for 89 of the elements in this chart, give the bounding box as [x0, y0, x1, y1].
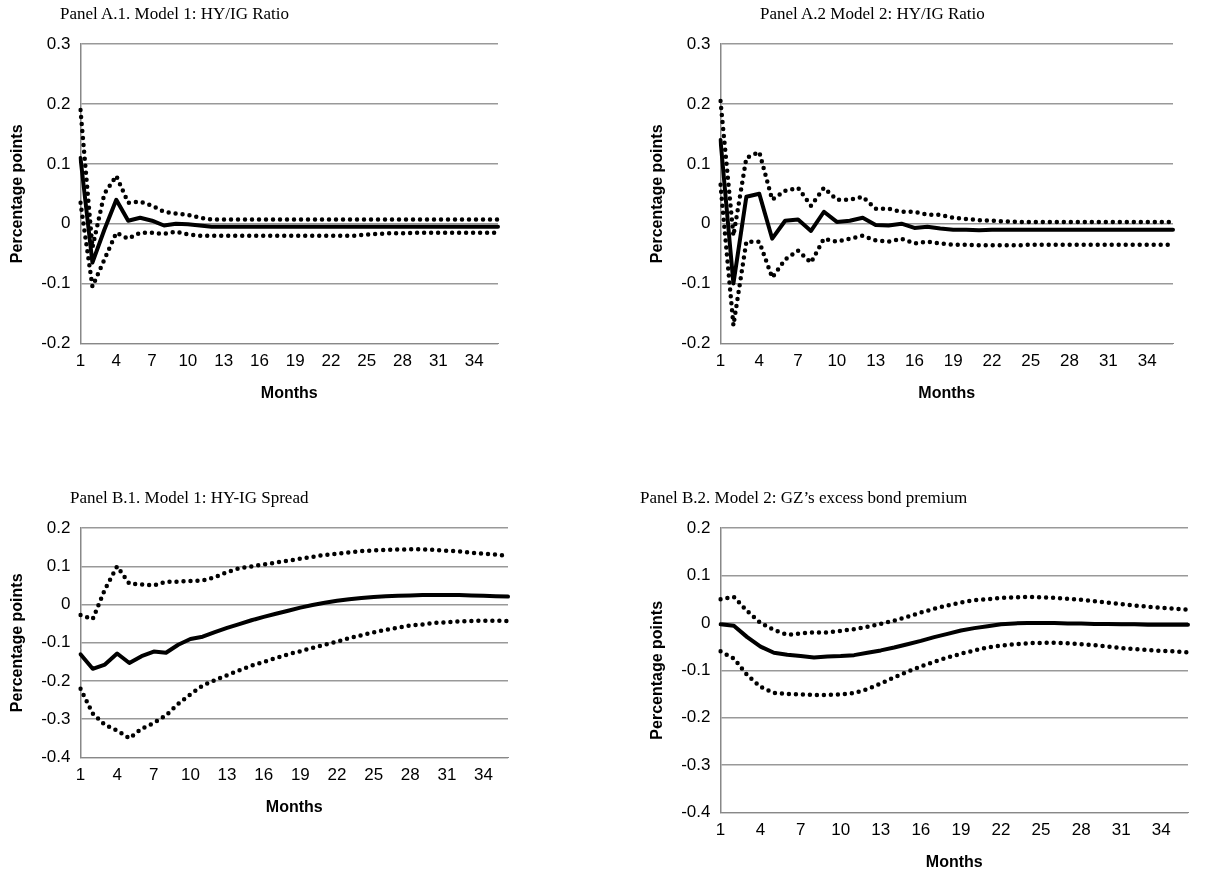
y-tick-label: 0: [61, 213, 71, 233]
y-tick-label: 0.2: [686, 93, 711, 113]
x-tick-label: 19: [951, 820, 971, 840]
y-tick-label: -0.2: [41, 670, 71, 690]
y-tick-label: 0: [701, 612, 711, 632]
y-tick-label: 0.3: [46, 33, 71, 53]
y-axis-title: Percentage points: [648, 124, 666, 264]
x-tick-label: 28: [400, 765, 420, 785]
y-tick-label: -0.2: [681, 333, 711, 353]
x-tick-label: 25: [1031, 820, 1051, 840]
x-tick-label: 19: [943, 351, 963, 371]
x-tick-label: 28: [393, 351, 413, 371]
x-tick-label: 4: [754, 351, 765, 371]
x-tick-label: 7: [793, 351, 803, 371]
y-tick-label: 0.3: [686, 33, 711, 53]
x-axis-title: Months: [265, 797, 323, 815]
y-tick-label: 0.1: [46, 556, 71, 576]
y-axis-title: Percentage points: [648, 600, 666, 740]
y-tick-label: 0.1: [686, 153, 711, 173]
x-tick-label: 25: [364, 765, 384, 785]
x-tick-label: 1: [715, 351, 726, 371]
x-tick-label: 13: [871, 820, 891, 840]
x-tick-label: 28: [1071, 820, 1091, 840]
chart-title: Panel A.1. Model 1: HY/IG Ratio: [59, 4, 290, 24]
x-tick-label: 16: [249, 351, 269, 371]
y-tick-label: -0.3: [41, 708, 71, 728]
x-tick-label: 4: [112, 765, 122, 785]
x-tick-label: 7: [149, 765, 159, 785]
y-tick-label: 0: [61, 594, 71, 614]
y-tick-label: 0.2: [46, 93, 71, 113]
y-tick-label: -0.4: [681, 802, 711, 822]
line-series: [718, 594, 1191, 638]
x-tick-label: 31: [437, 765, 457, 785]
chart-title: Panel B.1. Model 1: HY-IG Spread: [69, 488, 310, 508]
x-tick-label: 10: [178, 351, 198, 371]
x-tick-label: 13: [214, 351, 234, 371]
x-tick-label: 22: [982, 351, 1002, 371]
x-tick-label: 28: [1060, 351, 1080, 371]
y-tick-label: -0.1: [41, 273, 71, 293]
y-tick-label: -0.2: [681, 707, 711, 727]
chart-title: Panel B.2. Model 2: GZ’s excess bond premium: [640, 488, 969, 508]
x-axis-title: Months: [925, 852, 983, 870]
x-tick-label: 10: [180, 765, 200, 785]
y-axis-title: Percentage points: [8, 124, 26, 264]
x-tick-label: 7: [147, 351, 157, 371]
x-tick-label: 22: [321, 351, 341, 371]
x-tick-label: 10: [831, 820, 851, 840]
line-series: [718, 640, 1191, 698]
x-tick-label: 22: [327, 765, 347, 785]
x-tick-label: 4: [755, 820, 766, 840]
x-tick-label: 16: [904, 351, 924, 371]
x-tick-label: 4: [111, 351, 122, 371]
x-tick-label: 13: [217, 765, 237, 785]
y-tick-label: 0.1: [46, 153, 71, 173]
x-axis-title: Months: [918, 383, 976, 401]
y-tick-label: -0.1: [41, 632, 71, 652]
x-tick-label: 34: [464, 351, 484, 371]
y-tick-label: 0: [701, 213, 711, 233]
x-tick-label: 25: [357, 351, 377, 371]
y-axis-title: Percentage points: [8, 573, 26, 713]
chart-title: Panel A.2 Model 2: HY/IG Ratio: [759, 4, 986, 24]
y-tick-label: -0.4: [41, 747, 71, 767]
x-tick-label: 22: [991, 820, 1011, 840]
y-tick-label: -0.2: [41, 333, 71, 353]
y-tick-label: -0.1: [681, 273, 711, 293]
x-tick-label: 1: [75, 765, 86, 785]
x-tick-label: 34: [474, 765, 494, 785]
x-tick-label: 31: [428, 351, 448, 371]
x-tick-label: 16: [911, 820, 931, 840]
y-tick-label: -0.3: [681, 754, 711, 774]
x-tick-label: 19: [285, 351, 305, 371]
x-tick-label: 34: [1137, 351, 1157, 371]
x-tick-label: 1: [715, 820, 726, 840]
x-tick-label: 16: [254, 765, 274, 785]
x-tick-label: 19: [290, 765, 310, 785]
x-tick-label: 31: [1111, 820, 1131, 840]
x-tick-label: 31: [1098, 351, 1118, 371]
y-tick-label: 0.2: [46, 517, 71, 537]
x-tick-label: 13: [866, 351, 886, 371]
x-tick-label: 34: [1151, 820, 1171, 840]
y-tick-label: 0.2: [686, 517, 711, 537]
x-tick-label: 25: [1021, 351, 1041, 371]
x-axis-title: Months: [260, 383, 318, 401]
x-tick-label: 10: [827, 351, 847, 371]
y-tick-label: 0.1: [686, 565, 711, 585]
x-tick-label: 1: [75, 351, 86, 371]
x-tick-label: 7: [795, 820, 806, 840]
line-series: [78, 618, 511, 741]
y-tick-label: -0.1: [681, 659, 711, 679]
